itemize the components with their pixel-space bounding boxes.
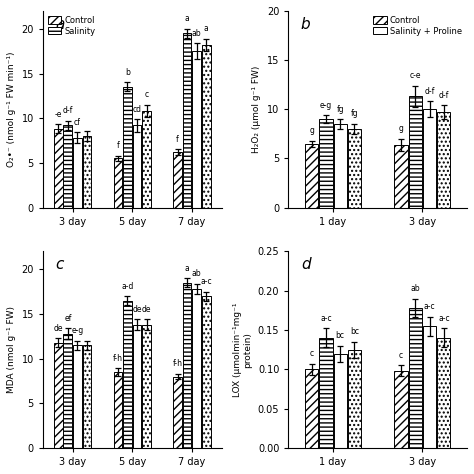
Bar [423, 109, 436, 208]
Text: a: a [185, 264, 190, 273]
Y-axis label: LOX (μmolmin⁻¹mg⁻¹
protein): LOX (μmolmin⁻¹mg⁻¹ protein) [233, 302, 252, 397]
Text: c: c [399, 351, 403, 360]
Bar [437, 338, 450, 448]
Bar [423, 326, 436, 448]
Text: a-c: a-c [424, 302, 435, 311]
Text: e-g: e-g [320, 100, 332, 109]
Bar [348, 350, 361, 448]
Y-axis label: MDA (nmol g⁻¹ FW): MDA (nmol g⁻¹ FW) [7, 306, 16, 393]
Text: f: f [176, 135, 179, 144]
Bar [334, 354, 347, 448]
Bar [319, 338, 333, 448]
Legend: Control, Salinity + Proline: Control, Salinity + Proline [373, 15, 463, 36]
Text: d-f: d-f [438, 91, 449, 100]
Text: f-h: f-h [113, 354, 123, 363]
Bar [305, 369, 318, 448]
Text: bc: bc [350, 328, 359, 337]
Text: a: a [185, 14, 190, 23]
Text: c-e: c-e [410, 71, 421, 80]
Bar [82, 136, 91, 208]
Bar [123, 301, 132, 448]
Text: c: c [55, 257, 64, 273]
Bar [133, 325, 141, 448]
Text: f: f [117, 141, 119, 150]
Bar [142, 325, 151, 448]
Text: c: c [145, 90, 149, 99]
Text: cd: cd [133, 105, 142, 114]
Bar [73, 345, 82, 448]
Bar [182, 33, 191, 208]
Text: cf: cf [74, 118, 81, 127]
Text: ab: ab [192, 269, 201, 278]
Bar [114, 372, 122, 448]
Bar [394, 371, 408, 448]
Text: a-c: a-c [201, 277, 212, 286]
Bar [202, 296, 210, 448]
Text: de: de [142, 305, 151, 314]
Text: b: b [125, 68, 130, 77]
Text: g: g [399, 124, 403, 133]
Bar [114, 158, 122, 208]
Bar [192, 289, 201, 448]
Bar [54, 343, 63, 448]
Text: a-c: a-c [438, 314, 450, 323]
Text: d-f: d-f [424, 87, 435, 96]
Text: de: de [54, 324, 63, 333]
Text: ef: ef [64, 314, 72, 323]
Text: ab: ab [410, 284, 420, 293]
Bar [54, 129, 63, 208]
Bar [173, 152, 182, 208]
Bar [348, 129, 361, 208]
Bar [192, 51, 201, 208]
Text: f-h: f-h [173, 359, 182, 368]
Bar [64, 125, 73, 208]
Bar [305, 144, 318, 208]
Y-axis label: O₂•⁻ (nmol g⁻¹ FW min⁻¹): O₂•⁻ (nmol g⁻¹ FW min⁻¹) [7, 52, 16, 167]
Text: -e: -e [55, 110, 62, 119]
Bar [142, 111, 151, 208]
Text: c: c [310, 349, 314, 358]
Bar [202, 45, 210, 208]
Bar [123, 87, 132, 208]
Bar [409, 97, 422, 208]
Bar [319, 119, 333, 208]
Text: d: d [301, 257, 310, 273]
Text: e-g: e-g [71, 326, 83, 335]
Bar [73, 138, 82, 208]
Text: de: de [132, 305, 142, 314]
Y-axis label: H₂O₂ (μmol g⁻¹ FW): H₂O₂ (μmol g⁻¹ FW) [252, 65, 261, 153]
Bar [182, 283, 191, 448]
Bar [334, 124, 347, 208]
Text: d-f: d-f [63, 106, 73, 115]
Text: b: b [301, 17, 310, 32]
Text: g: g [309, 126, 314, 135]
Text: bc: bc [336, 331, 345, 340]
Text: a: a [204, 24, 209, 33]
Text: fg: fg [337, 105, 344, 114]
Text: fg: fg [351, 109, 358, 118]
Text: ab: ab [192, 28, 201, 37]
Legend: Control, Salinity: Control, Salinity [47, 15, 97, 36]
Bar [173, 376, 182, 448]
Bar [394, 145, 408, 208]
Bar [437, 112, 450, 208]
Bar [64, 334, 73, 448]
Text: a-c: a-c [320, 314, 332, 323]
Text: a-d: a-d [121, 282, 134, 291]
Bar [82, 345, 91, 448]
Text: a: a [55, 17, 65, 32]
Bar [409, 308, 422, 448]
Bar [133, 125, 141, 208]
